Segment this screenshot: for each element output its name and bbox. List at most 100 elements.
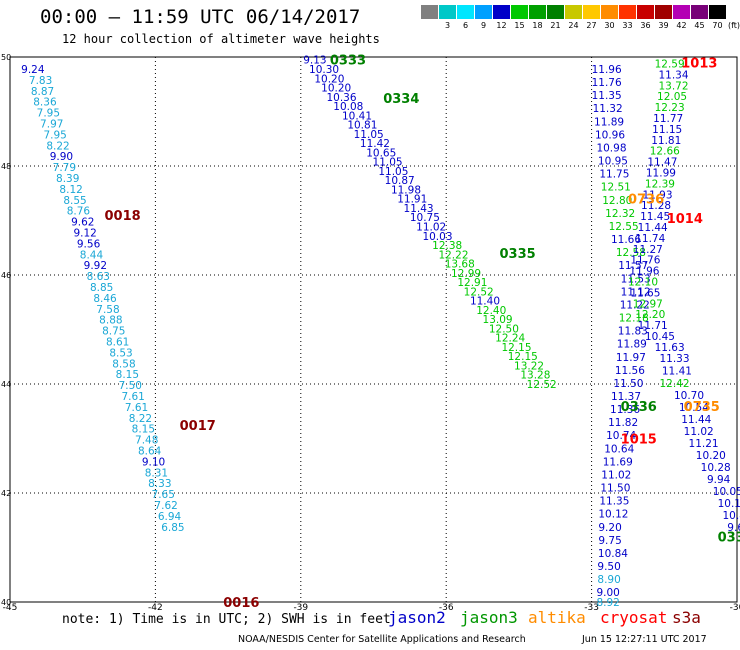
wave-height-value: 11.02 [416, 221, 446, 233]
wave-height-value: 8.36 [33, 97, 57, 109]
color-scale-label: 12 [496, 21, 507, 30]
color-scale-swatch [457, 5, 474, 19]
wave-height-value: 11.82 [608, 417, 638, 429]
wave-height-value: 12.52 [464, 286, 494, 298]
wave-height-value: 7.95 [37, 108, 60, 120]
time-label: 0018 [105, 209, 141, 224]
wave-height-value: 10.20 [696, 450, 726, 462]
wave-height-value: 9.12 [73, 227, 96, 239]
color-scale-label: 70 [712, 21, 723, 30]
wave-height-value: 11.66 [611, 234, 641, 246]
satellite-label-cryosat: cryosat [600, 608, 668, 627]
color-scale-swatch [439, 5, 456, 19]
time-label: 0735 [684, 400, 720, 415]
wave-height-value: 8.75 [102, 326, 125, 338]
time-label: 0016 [223, 596, 259, 611]
wave-height-value: 11.37 [611, 391, 641, 403]
wave-height-value: 7.83 [29, 75, 52, 87]
wave-height-value: 13.22 [514, 360, 544, 372]
color-scale-swatch [673, 5, 690, 19]
wave-height-value: 6.85 [161, 522, 184, 534]
wave-height-value: 10.84 [598, 548, 628, 560]
color-scale-swatch [637, 5, 654, 19]
wave-height-value: 8.39 [56, 173, 79, 185]
wave-height-value: 11.91 [397, 194, 427, 206]
wave-height-value: 12.24 [495, 333, 525, 345]
wave-height-value: 11.05 [354, 129, 384, 141]
wave-height-value: 11.81 [651, 135, 681, 147]
wave-height-value: 12.15 [501, 342, 531, 354]
wave-height-value: 11.21 [689, 438, 719, 450]
wave-height-value: 12.99 [451, 268, 481, 280]
color-scale-swatch [655, 5, 672, 19]
wave-height-value: 8.44 [80, 249, 104, 261]
wave-height-value: 8.90 [597, 574, 620, 586]
wave-height-value: 7.58 [96, 304, 119, 316]
wave-height-value: 12.18 [619, 313, 649, 325]
wave-height-value: 9.90 [50, 151, 73, 163]
wave-height-value: 11.15 [652, 124, 682, 136]
axis-ticks: -45 -42 -39 -36 -33 -30 50 48 46 44 42 40 [1, 53, 740, 612]
wave-height-value: 11.47 [647, 157, 677, 169]
wave-height-value: 9.00 [596, 587, 619, 599]
wave-height-value: 12.52 [527, 379, 557, 391]
wave-height-value: 12.32 [605, 208, 635, 220]
color-scale-label: 24 [568, 21, 579, 30]
color-scale-swatch [547, 5, 564, 19]
x-tick-label: -39 [293, 603, 308, 612]
wave-height-map: -45-42-39-36-33-30504846444240 9.247.838… [1, 53, 740, 612]
wave-height-value: 10.54 [679, 402, 709, 414]
wave-height-value: 12.22 [438, 249, 468, 261]
time-label: 1014 [667, 212, 703, 227]
x-tick-label: -30 [730, 603, 740, 612]
wave-height-value: 13.28 [520, 370, 550, 382]
wave-height-value: 7.50 [119, 380, 142, 392]
wave-height-value: 11.27 [633, 244, 663, 256]
wave-height-value: 12.15 [508, 351, 538, 363]
satellite-label-jason2: jason2 [388, 608, 446, 627]
wave-height-value: 7.62 [154, 500, 177, 512]
color-scale-label: 15 [514, 21, 525, 30]
wave-height-value: 11.57 [618, 260, 648, 272]
wave-height-value: 8.15 [132, 424, 155, 436]
color-scale-label: 9 [480, 21, 487, 30]
y-tick-label: 48 [1, 162, 11, 171]
wave-height-value: 11.89 [617, 339, 647, 351]
wave-height-value: 11.96 [592, 64, 622, 76]
wave-height-value: 9.75 [598, 535, 621, 547]
wave-height-value: 12.39 [645, 178, 675, 190]
wave-height-value: 10.03 [422, 231, 452, 243]
wave-height-value: 10.75 [410, 212, 440, 224]
y-tick-label: 50 [1, 53, 11, 62]
wave-height-value: 8.88 [99, 315, 122, 327]
color-scale-swatch [421, 5, 438, 19]
wave-height-value: 11.35 [599, 496, 629, 508]
wave-height-value: 10.05 [713, 486, 740, 498]
wave-height-value: 7.95 [43, 129, 66, 141]
color-scale-swatch [565, 5, 582, 19]
wave-height-value: 12.05 [657, 91, 687, 103]
wave-height-value: 13.09 [483, 314, 513, 326]
wave-height-value: 11.05 [378, 166, 408, 178]
color-scale-label: 45 [694, 21, 705, 30]
color-scale-label: 30 [604, 21, 615, 30]
y-tick-label: 46 [1, 271, 11, 280]
wave-height-value: 10.96 [595, 129, 625, 141]
color-scale-swatch [691, 5, 708, 19]
wave-height-value: 11.97 [616, 352, 646, 364]
wave-height-value: 11.53 [621, 273, 651, 285]
wave-height-value: 11.35 [592, 90, 622, 102]
wave-height-value: 11.45 [640, 211, 670, 223]
wave-height-value: 12.10 [628, 277, 658, 289]
wave-height-value: 10.45 [645, 331, 675, 343]
wave-height-value: 12.66 [650, 146, 680, 158]
wave-height-value: 11.50 [600, 483, 630, 495]
wave-height-value: 11.42 [360, 138, 390, 150]
wave-height-value: 9.94 [707, 474, 731, 486]
wave-height-value: 8.63 [87, 271, 110, 283]
wave-height-value: 12.51 [601, 182, 631, 194]
wave-height-value: 9.50 [597, 561, 620, 573]
color-scale-label: 21 [550, 21, 561, 30]
time-label: 0334 [383, 92, 419, 107]
wave-height-value: 11.65 [630, 287, 660, 299]
